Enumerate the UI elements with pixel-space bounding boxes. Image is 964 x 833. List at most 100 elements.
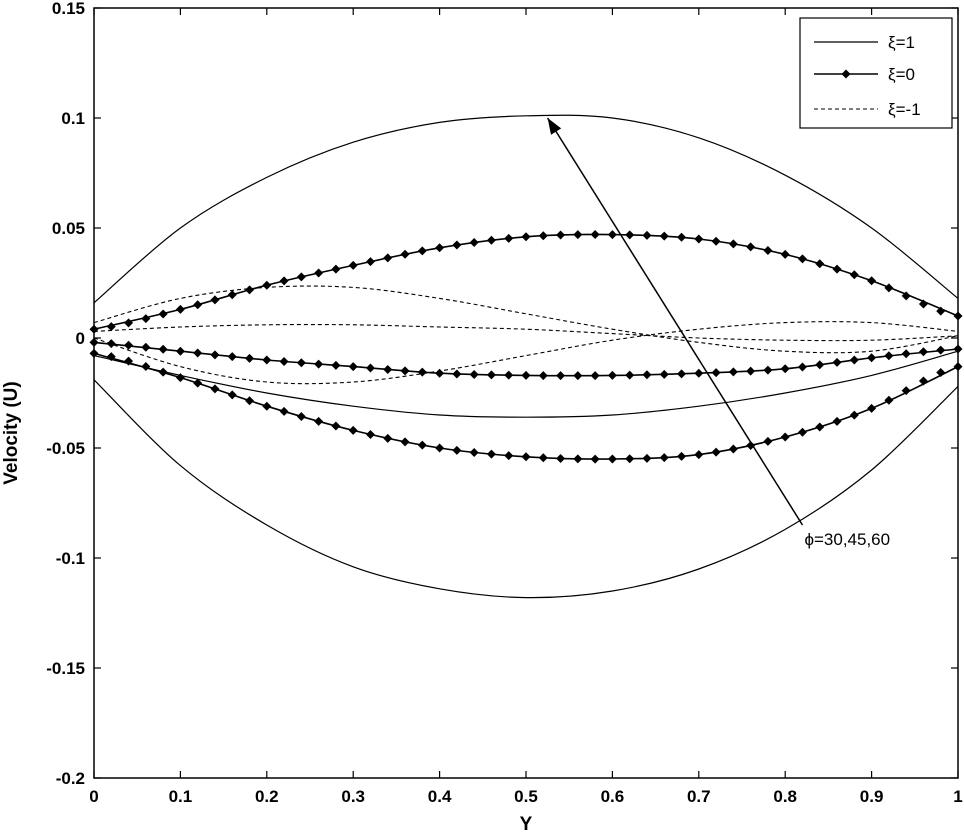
data-point bbox=[435, 368, 445, 378]
data-point bbox=[867, 353, 877, 363]
data-point bbox=[486, 370, 496, 380]
legend-label-xi-minus-1: ξ=-1 bbox=[888, 100, 921, 119]
x-tick-label: 0.9 bbox=[860, 787, 884, 806]
data-point bbox=[780, 432, 790, 442]
data-point bbox=[193, 378, 203, 388]
data-point bbox=[556, 371, 566, 381]
data-point bbox=[279, 356, 289, 366]
y-tick-label: 0 bbox=[76, 329, 85, 348]
data-point bbox=[590, 229, 600, 239]
data-point bbox=[245, 396, 255, 406]
data-point bbox=[106, 352, 116, 362]
data-point bbox=[175, 373, 185, 383]
data-point bbox=[193, 300, 203, 310]
data-point bbox=[728, 444, 738, 454]
data-point bbox=[780, 364, 790, 374]
data-point bbox=[348, 362, 358, 372]
y-tick-label: -0.15 bbox=[46, 659, 85, 678]
data-point bbox=[331, 264, 341, 274]
series-line-dashed bbox=[93, 285, 959, 354]
data-point bbox=[573, 230, 583, 240]
data-point bbox=[936, 345, 946, 355]
data-point bbox=[849, 270, 859, 280]
x-tick-label: 1 bbox=[953, 787, 962, 806]
annotation-arrow-head bbox=[547, 118, 562, 135]
data-point bbox=[728, 367, 738, 377]
data-point bbox=[590, 371, 600, 381]
data-point bbox=[711, 368, 721, 378]
data-point bbox=[659, 453, 669, 463]
data-point bbox=[435, 443, 445, 453]
data-point bbox=[331, 421, 341, 431]
data-point bbox=[417, 440, 427, 450]
data-point bbox=[884, 283, 894, 293]
data-point bbox=[849, 410, 859, 420]
data-point bbox=[815, 259, 825, 269]
data-point bbox=[746, 440, 756, 450]
data-point bbox=[901, 386, 911, 396]
data-point bbox=[158, 367, 168, 377]
data-point bbox=[711, 447, 721, 457]
data-point bbox=[158, 309, 168, 319]
data-point bbox=[797, 427, 807, 437]
legend-label-xi-1: ξ=1 bbox=[888, 33, 915, 52]
data-point bbox=[245, 285, 255, 295]
axis-tick-labels: 0 0.1 0.2 0.3 0.4 0.5 0.6 0.7 0.8 0.9 1 -0.2 -0.15 -0… bbox=[46, 0, 962, 806]
data-point bbox=[383, 253, 393, 263]
plot-markers bbox=[89, 229, 963, 464]
data-point bbox=[573, 454, 583, 464]
data-point bbox=[677, 369, 687, 379]
series-line-solid bbox=[93, 379, 959, 599]
data-point bbox=[348, 260, 358, 270]
data-point bbox=[763, 436, 773, 446]
data-point bbox=[607, 370, 617, 380]
data-point bbox=[365, 429, 375, 439]
data-point bbox=[383, 364, 393, 374]
data-point bbox=[262, 355, 272, 365]
series-line-dashed bbox=[93, 323, 959, 342]
data-point bbox=[815, 422, 825, 432]
data-point bbox=[193, 348, 203, 358]
data-point bbox=[918, 347, 928, 357]
data-point bbox=[918, 376, 928, 386]
data-point bbox=[556, 230, 566, 240]
data-point bbox=[469, 238, 479, 248]
data-point bbox=[486, 449, 496, 459]
data-point bbox=[486, 235, 496, 245]
x-tick-label: 0.5 bbox=[514, 787, 538, 806]
data-point bbox=[504, 451, 514, 461]
data-point bbox=[556, 453, 566, 463]
data-point bbox=[815, 360, 825, 370]
data-point bbox=[936, 367, 946, 377]
data-point bbox=[625, 230, 635, 240]
data-point bbox=[210, 350, 220, 360]
annotation: ϕ=30,45,60 bbox=[546, 117, 890, 549]
data-point bbox=[659, 369, 669, 379]
data-point bbox=[918, 299, 928, 309]
data-point bbox=[694, 368, 704, 378]
data-point bbox=[400, 366, 410, 376]
axis-ticks bbox=[93, 7, 959, 779]
x-tick-label: 0.1 bbox=[169, 787, 193, 806]
data-point bbox=[141, 314, 151, 324]
data-point bbox=[296, 358, 306, 368]
data-point bbox=[314, 268, 324, 278]
x-tick-label: 0.6 bbox=[601, 787, 625, 806]
data-point bbox=[365, 257, 375, 267]
data-point bbox=[314, 359, 324, 369]
data-point bbox=[625, 454, 635, 464]
legend: ξ=1 ξ=0 ξ=-1 bbox=[799, 17, 953, 129]
y-tick-label: -0.1 bbox=[56, 549, 85, 568]
data-point bbox=[867, 276, 877, 286]
x-tick-label: 0 bbox=[89, 787, 98, 806]
data-point bbox=[521, 452, 531, 462]
data-point bbox=[227, 390, 237, 400]
data-point bbox=[417, 367, 427, 377]
series-line-solid bbox=[93, 114, 959, 304]
data-point bbox=[469, 447, 479, 457]
data-point bbox=[106, 339, 116, 349]
data-point bbox=[175, 346, 185, 356]
data-point bbox=[901, 349, 911, 359]
data-point bbox=[746, 366, 756, 376]
